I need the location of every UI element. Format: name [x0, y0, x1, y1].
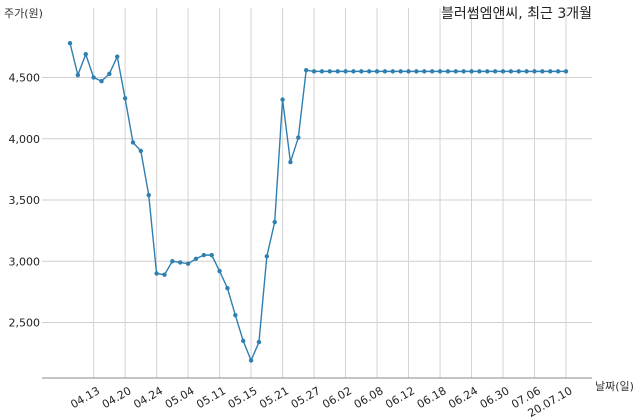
- price-point: [516, 69, 521, 74]
- grid-lines: [42, 8, 592, 378]
- price-point: [469, 69, 474, 74]
- price-point: [563, 69, 569, 74]
- price-point: [154, 271, 159, 276]
- price-point: [209, 252, 214, 258]
- price-point: [217, 268, 222, 274]
- price-point: [146, 192, 151, 198]
- price-point: [75, 72, 81, 78]
- price-point: [272, 219, 277, 225]
- x-tick-label: 06.24: [446, 384, 480, 411]
- x-tick-label: 05.21: [257, 384, 291, 411]
- price-point: [485, 69, 490, 74]
- price-point: [303, 67, 309, 73]
- y-tick-label: 2,500: [9, 317, 41, 330]
- price-point: [437, 69, 443, 74]
- price-point: [524, 69, 529, 74]
- x-tick-label: 04.13: [68, 384, 102, 411]
- price-point: [193, 256, 199, 261]
- price-point: [366, 69, 372, 74]
- x-tick-label: 06.30: [478, 384, 512, 411]
- price-point: [107, 71, 112, 77]
- price-point: [178, 260, 183, 265]
- price-point: [422, 69, 427, 74]
- x-tick-label: 05.27: [289, 384, 323, 411]
- price-point: [288, 159, 293, 165]
- x-tick-label: 05.04: [163, 384, 197, 411]
- price-point: [91, 75, 96, 80]
- chart-title: 블러썸엠앤씨, 최근 3개월: [441, 6, 592, 22]
- price-point: [374, 69, 380, 74]
- price-point: [390, 69, 395, 74]
- price-point: [296, 135, 301, 140]
- x-tick-label: 06.08: [352, 384, 386, 411]
- price-point: [185, 261, 191, 266]
- price-point: [115, 54, 120, 59]
- price-point: [122, 96, 128, 101]
- price-point: [555, 69, 561, 74]
- price-point: [99, 78, 104, 84]
- x-tick-label: 06.12: [383, 384, 417, 411]
- price-point: [343, 69, 348, 74]
- price-point: [311, 69, 317, 74]
- x-tick-label: 06.02: [320, 384, 354, 411]
- price-point: [414, 69, 419, 74]
- x-tick-label: 05.15: [226, 384, 260, 411]
- price-point: [225, 286, 230, 291]
- price-point: [67, 41, 73, 46]
- x-tick-label: 04.20: [100, 384, 134, 411]
- y-axis-label: 주가(원): [4, 7, 43, 20]
- price-point: [540, 69, 545, 74]
- price-point: [429, 69, 435, 74]
- x-axis-label: 날짜(일): [595, 379, 634, 393]
- price-point: [453, 69, 458, 74]
- price-point: [233, 312, 238, 318]
- y-tick-label: 3,500: [9, 194, 41, 207]
- price-point: [83, 52, 88, 57]
- price-line: [69, 43, 566, 363]
- price-point: [280, 97, 285, 102]
- y-tick-label: 4,500: [9, 72, 41, 85]
- price-point: [130, 140, 136, 145]
- price-point: [359, 69, 364, 74]
- price-point: [248, 358, 254, 363]
- price-point: [138, 148, 144, 154]
- x-tick-label: 04.24: [131, 384, 165, 411]
- price-point: [241, 338, 246, 344]
- x-tick-labels: 04.1304.2004.2405.0405.1105.1505.2105.27…: [68, 384, 574, 419]
- x-tick-label: 05.11: [194, 384, 228, 411]
- price-point: [445, 69, 451, 74]
- y-tick-labels: 2,500 3,000 3,500 4,000 4,500: [9, 72, 41, 330]
- price-point: [508, 69, 514, 74]
- price-point: [256, 339, 262, 345]
- x-tick-label: 06.18: [415, 384, 449, 411]
- price-point: [492, 69, 498, 74]
- price-point: [532, 69, 537, 74]
- price-point: [327, 69, 333, 74]
- price-point: [201, 252, 207, 258]
- price-point: [500, 69, 506, 74]
- price-point: [351, 69, 356, 74]
- price-point: [461, 69, 466, 74]
- price-point: [477, 69, 482, 74]
- price-point: [170, 259, 175, 264]
- y-tick-label: 4,000: [9, 133, 41, 146]
- price-point: [335, 69, 340, 74]
- price-point: [319, 69, 325, 74]
- price-points: [67, 41, 569, 363]
- price-point: [406, 69, 411, 74]
- price-point: [398, 69, 403, 74]
- y-tick-label: 3,000: [9, 255, 41, 268]
- price-point: [548, 69, 553, 74]
- price-point: [382, 69, 388, 74]
- price-point: [162, 272, 167, 277]
- price-point: [264, 254, 270, 259]
